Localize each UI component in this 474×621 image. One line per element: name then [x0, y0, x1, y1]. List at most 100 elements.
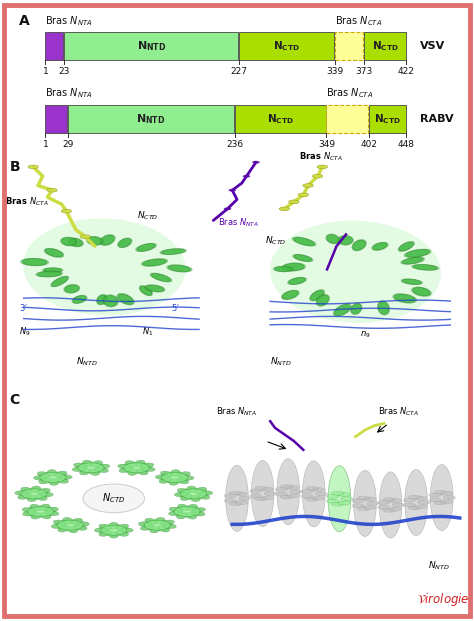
Ellipse shape	[167, 265, 192, 272]
Ellipse shape	[64, 284, 80, 293]
Ellipse shape	[179, 475, 194, 480]
Ellipse shape	[117, 293, 134, 305]
Ellipse shape	[289, 200, 299, 204]
Ellipse shape	[160, 248, 187, 255]
Ellipse shape	[378, 501, 390, 504]
Ellipse shape	[229, 491, 241, 495]
Ellipse shape	[51, 276, 69, 287]
Ellipse shape	[312, 487, 325, 492]
Text: 29: 29	[62, 140, 73, 148]
Ellipse shape	[61, 237, 77, 246]
Ellipse shape	[162, 524, 176, 528]
Ellipse shape	[261, 487, 273, 491]
Bar	[235, 104, 326, 132]
Ellipse shape	[408, 506, 420, 510]
Bar	[239, 32, 334, 60]
Ellipse shape	[47, 188, 57, 192]
Ellipse shape	[404, 249, 431, 258]
Ellipse shape	[383, 509, 395, 512]
Ellipse shape	[298, 193, 309, 197]
Ellipse shape	[415, 496, 427, 500]
Ellipse shape	[36, 488, 50, 494]
Ellipse shape	[338, 236, 353, 245]
Text: $N_{CTD}$: $N_{CTD}$	[102, 491, 125, 505]
Ellipse shape	[176, 512, 188, 519]
Ellipse shape	[327, 494, 339, 498]
Ellipse shape	[48, 478, 59, 486]
Ellipse shape	[176, 478, 189, 484]
Ellipse shape	[44, 510, 59, 515]
Ellipse shape	[78, 463, 104, 473]
Ellipse shape	[44, 268, 62, 273]
Ellipse shape	[116, 530, 128, 537]
Ellipse shape	[224, 499, 237, 503]
Ellipse shape	[170, 469, 181, 476]
Bar	[68, 104, 234, 132]
Ellipse shape	[290, 490, 302, 494]
Ellipse shape	[162, 473, 188, 483]
Ellipse shape	[136, 243, 156, 252]
Ellipse shape	[104, 296, 118, 306]
Ellipse shape	[140, 286, 152, 295]
Ellipse shape	[341, 497, 353, 501]
Ellipse shape	[394, 294, 415, 302]
Ellipse shape	[43, 268, 63, 273]
Ellipse shape	[392, 294, 417, 303]
Text: RABV: RABV	[419, 114, 453, 124]
Ellipse shape	[331, 491, 344, 496]
Text: $N_{CTD}$: $N_{CTD}$	[137, 209, 159, 222]
Text: Bras $N_{CTA}$: Bras $N_{CTA}$	[335, 14, 383, 28]
Ellipse shape	[281, 290, 300, 300]
Ellipse shape	[337, 235, 354, 245]
Text: $\mathbf{N_{NTD}}$: $\mathbf{N_{NTD}}$	[137, 39, 166, 53]
Ellipse shape	[35, 494, 47, 501]
Ellipse shape	[280, 484, 292, 488]
Ellipse shape	[71, 518, 82, 525]
Ellipse shape	[287, 486, 299, 489]
Ellipse shape	[402, 279, 421, 284]
Ellipse shape	[18, 494, 31, 499]
Ellipse shape	[20, 258, 49, 266]
Ellipse shape	[187, 486, 197, 493]
Ellipse shape	[312, 496, 325, 500]
Ellipse shape	[169, 507, 183, 512]
Ellipse shape	[160, 520, 174, 525]
Ellipse shape	[283, 263, 304, 271]
Ellipse shape	[301, 489, 313, 494]
Ellipse shape	[352, 504, 365, 508]
Text: $\mathbf{N_{CTD}}$: $\mathbf{N_{CTD}}$	[372, 39, 399, 53]
Ellipse shape	[251, 461, 274, 527]
Ellipse shape	[338, 501, 350, 505]
Text: 422: 422	[398, 67, 415, 76]
Ellipse shape	[177, 472, 190, 478]
Text: $\mathcal{V}$irologie: $\mathcal{V}$irologie	[417, 591, 469, 608]
Text: $N_{NTD}$: $N_{NTD}$	[76, 356, 98, 368]
Ellipse shape	[128, 469, 138, 476]
Ellipse shape	[73, 525, 87, 530]
Ellipse shape	[306, 486, 318, 491]
Ellipse shape	[255, 486, 267, 490]
Ellipse shape	[302, 461, 325, 527]
Ellipse shape	[138, 522, 153, 527]
Ellipse shape	[80, 468, 91, 475]
Ellipse shape	[30, 486, 41, 493]
Ellipse shape	[372, 242, 388, 250]
Ellipse shape	[67, 526, 78, 533]
Ellipse shape	[28, 165, 38, 169]
Ellipse shape	[44, 248, 64, 258]
Ellipse shape	[303, 184, 313, 188]
Ellipse shape	[27, 495, 37, 502]
Ellipse shape	[158, 525, 170, 532]
Ellipse shape	[22, 507, 36, 512]
Ellipse shape	[331, 502, 344, 506]
Ellipse shape	[389, 507, 401, 511]
Ellipse shape	[357, 496, 369, 500]
Ellipse shape	[159, 478, 173, 483]
Bar	[46, 104, 67, 132]
Ellipse shape	[377, 301, 390, 315]
Ellipse shape	[125, 461, 137, 467]
Ellipse shape	[168, 265, 191, 272]
Text: Bras $N_{NTA}$: Bras $N_{NTA}$	[217, 406, 257, 418]
Ellipse shape	[186, 512, 197, 519]
Ellipse shape	[310, 291, 324, 301]
